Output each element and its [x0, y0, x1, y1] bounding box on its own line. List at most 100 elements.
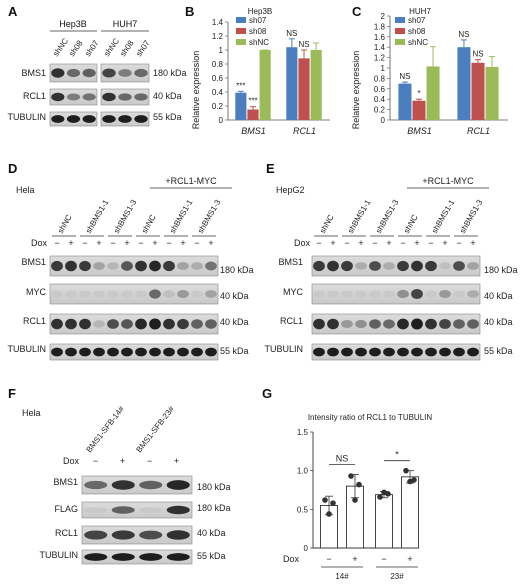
- y-tick-label: 1.8: [374, 22, 386, 31]
- blot-band: [453, 261, 465, 271]
- blot-band: [134, 68, 148, 78]
- chart-g-marks: 0 0.5 1.0 1.5 − + − + Dox 14# 23# NS *: [283, 428, 419, 581]
- chart-c-marks: 00.2 0.40.6 0.811.2 1.41.6 1.82 NS * BMS1 NS NS RC…: [374, 12, 508, 136]
- legend-swatch-sh07: [236, 17, 246, 23]
- significance-label: NS: [472, 50, 483, 59]
- row-label-tubulin: TUBULIN: [7, 112, 46, 122]
- row-label-bms1: BMS1: [21, 68, 46, 78]
- y-tick-label: 0.5: [297, 505, 309, 514]
- data-point: [322, 497, 328, 503]
- blot-band: [411, 347, 423, 357]
- blot-strip: [49, 313, 219, 335]
- blot-band: [355, 347, 367, 357]
- blot-strips: [49, 63, 150, 127]
- blot-strips: [311, 255, 481, 361]
- blot-band: [79, 318, 91, 330]
- y-tick-label: 0: [304, 544, 309, 553]
- blot-band: [453, 347, 465, 357]
- blot-band: [177, 347, 189, 357]
- blot-strip: [49, 343, 219, 361]
- cell-line-label: Hela: [16, 185, 35, 195]
- y-tick-label: 1.6: [374, 33, 386, 42]
- blot-band: [102, 68, 116, 78]
- y-tick-label: 0.8: [374, 74, 386, 83]
- blot-band: [139, 480, 163, 490]
- blot-band: [425, 347, 437, 357]
- chart-b-ylabel: Relative expression: [191, 51, 201, 130]
- blot-band: [66, 93, 81, 101]
- blot-band: [93, 262, 105, 270]
- dox-marker: +: [120, 456, 125, 466]
- sample-group-label: shBMS1-3: [458, 198, 485, 235]
- dox-marker: −: [110, 238, 115, 248]
- blot-band: [82, 115, 96, 123]
- sample-group-label: shNC: [318, 213, 336, 235]
- lane-label: sh08: [118, 38, 136, 58]
- blot-band: [369, 261, 381, 271]
- dox-marker: +: [358, 238, 363, 248]
- blot-band: [139, 507, 163, 513]
- sample-group-label: shNC: [140, 213, 158, 235]
- significance-label: ***: [236, 81, 245, 90]
- blot-band: [439, 289, 451, 299]
- blot-band: [84, 530, 108, 540]
- group-label-huh7: HUH7: [113, 19, 138, 29]
- data-point: [411, 477, 417, 483]
- row-label-tubulin: TUBULIN: [264, 344, 303, 354]
- y-tick-label: 1.0: [297, 467, 309, 476]
- blot-band: [425, 290, 437, 298]
- significance-label: *: [417, 89, 420, 98]
- chart-c-ylabel: Relative expression: [351, 51, 361, 130]
- dox-marker: −: [456, 238, 461, 248]
- blot-strip-background: [81, 525, 193, 545]
- dox-label: Dox: [63, 456, 80, 466]
- blot-band: [191, 319, 203, 329]
- legend-label-shnc: shNC: [408, 38, 428, 47]
- group-label: BMS1-SFB-14#: [84, 404, 126, 454]
- blot-band: [93, 347, 105, 357]
- group-label: 14#: [335, 572, 349, 581]
- blot-band: [121, 347, 133, 357]
- blot-band: [166, 480, 190, 490]
- dox-marker: +: [414, 238, 419, 248]
- blot-band: [65, 318, 77, 330]
- sample-group-label: shNC: [402, 213, 420, 235]
- blot-band: [327, 318, 339, 330]
- legend-label-sh07: sh07: [249, 16, 267, 25]
- blot-band: [149, 260, 161, 272]
- blot-band: [166, 553, 190, 561]
- significance-label: NS: [336, 454, 349, 464]
- blot-band: [341, 290, 353, 298]
- blot-band: [313, 260, 325, 272]
- blot-band: [84, 553, 108, 561]
- kda-label: 40 kDa: [220, 291, 249, 301]
- x-category-label: BMS1: [241, 126, 266, 136]
- blot-band: [51, 115, 65, 123]
- blot-strip-background: [49, 313, 219, 335]
- y-tick-label: 1.2: [212, 32, 224, 41]
- bar: [259, 50, 271, 120]
- blot-band: [453, 319, 465, 329]
- dox-marker: +: [208, 238, 213, 248]
- blot-band: [313, 347, 325, 357]
- panel-label-a: A: [8, 4, 18, 19]
- blot-band: [166, 530, 190, 540]
- y-tick-label: 1: [219, 46, 224, 55]
- blot-strip: [49, 88, 98, 106]
- panel-d-western-blot: Hela +RCL1-MYC shNC shBMS1-1 shBMS1-3 shNC s…: [7, 176, 254, 361]
- data-point: [403, 467, 409, 474]
- dox-marker: +: [152, 238, 157, 248]
- legend-swatch-shnc: [236, 39, 246, 45]
- dox-marker: +: [352, 554, 357, 564]
- dox-marker: −: [194, 238, 199, 248]
- blot-band: [411, 260, 423, 272]
- blot-band: [93, 290, 105, 298]
- y-tick-label: 0.2: [212, 102, 224, 111]
- blot-band: [79, 347, 91, 357]
- chart-b-title: Hep3B: [248, 7, 272, 16]
- lane-label: sh08: [67, 38, 85, 58]
- blot-strip: [49, 111, 98, 127]
- blot-band: [102, 92, 116, 102]
- blot-band: [397, 318, 409, 330]
- blot-strip-background: [81, 501, 193, 519]
